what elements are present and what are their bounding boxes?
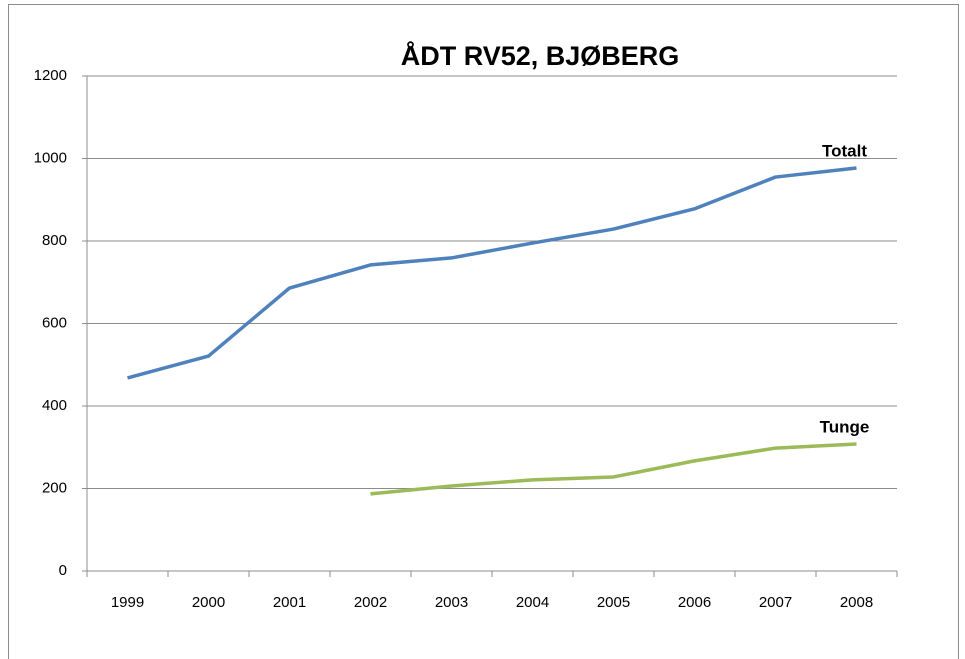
x-tick-label: 2006: [678, 594, 711, 611]
x-tick-label: 2002: [354, 594, 387, 611]
x-tick-label: 2000: [192, 594, 225, 611]
y-tick-label: 1000: [34, 149, 67, 166]
series-line: [127, 166, 857, 380]
y-tick-label: 0: [59, 562, 67, 579]
y-tick-label: 200: [42, 479, 67, 496]
series-line: [370, 442, 857, 496]
y-tick-label: 800: [42, 232, 67, 249]
x-tick-label: 1999: [111, 594, 144, 611]
y-tick-label: 600: [42, 314, 67, 331]
x-tick-label: 2005: [597, 594, 630, 611]
chart-frame: [8, 4, 959, 659]
y-tick-label: 400: [42, 397, 67, 414]
x-tick-label: 2003: [435, 594, 468, 611]
x-tick-label: 2001: [273, 594, 306, 611]
x-tick-label: 2007: [759, 594, 792, 611]
chart-title: ÅDT RV52, BJØBERG: [401, 40, 680, 71]
x-tick-label: 2008: [840, 594, 873, 611]
series-label: Tunge: [820, 417, 870, 436]
series-label: Totalt: [822, 141, 867, 160]
y-tick-label: 1200: [34, 67, 67, 84]
x-tick-label: 2004: [516, 594, 549, 611]
